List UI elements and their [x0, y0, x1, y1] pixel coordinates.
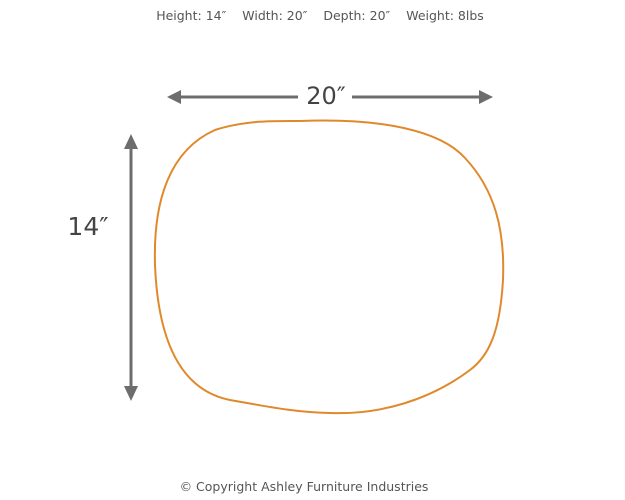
- arrow-head: [124, 386, 138, 401]
- spec: Width: 20″: [242, 8, 308, 23]
- spec: Height: 14″: [156, 8, 227, 23]
- width-label: 20″: [306, 82, 346, 110]
- arrow-head: [167, 90, 181, 104]
- mirror-outline: [153, 119, 505, 415]
- diagram: 20″ 14″: [67, 82, 505, 415]
- spec: Depth: 20″: [323, 8, 391, 23]
- arrow-head: [479, 90, 493, 104]
- arrow-head: [124, 134, 138, 149]
- spec: Weight: 8lbs: [406, 8, 484, 23]
- width-arrow: [167, 90, 493, 104]
- height-arrow: [124, 134, 138, 401]
- spec-row: Height: 14″ Width: 20″ Depth: 20″ Weight…: [0, 8, 625, 23]
- copyright: © Copyright Ashley Furniture Industries: [179, 479, 429, 494]
- height-label: 14″: [67, 212, 108, 241]
